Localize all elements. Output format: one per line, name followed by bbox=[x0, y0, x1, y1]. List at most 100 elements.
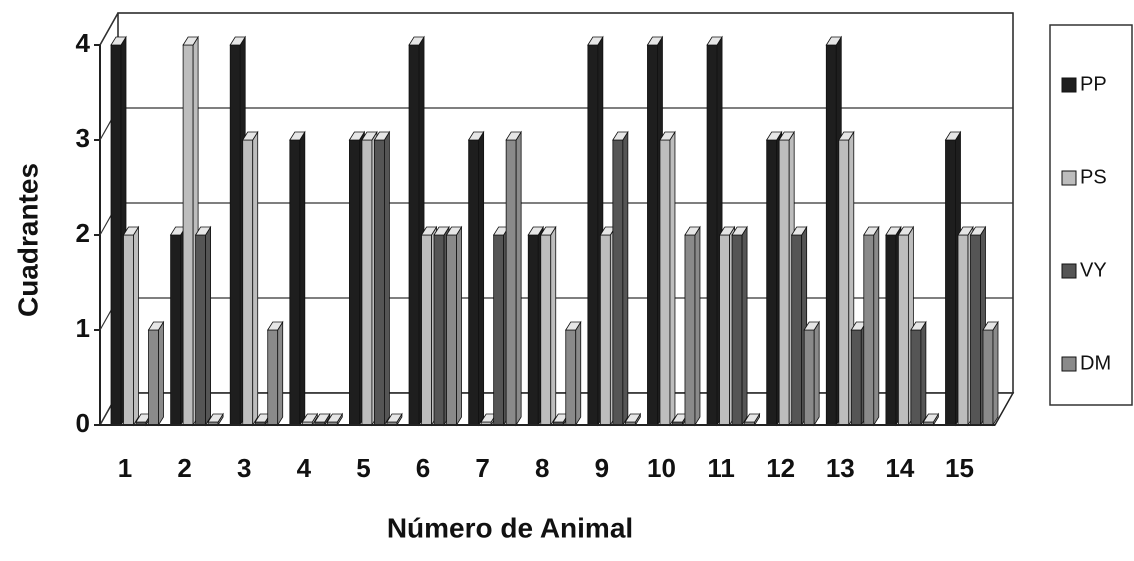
bar bbox=[468, 139, 480, 426]
bar-top bbox=[433, 226, 450, 236]
x-tick-label: 14 bbox=[885, 453, 914, 483]
bar-side bbox=[622, 130, 629, 427]
bar-side bbox=[456, 225, 462, 427]
y-tick-label: 3 bbox=[76, 123, 90, 153]
bar bbox=[863, 234, 875, 426]
bar-side bbox=[873, 225, 880, 427]
bar bbox=[778, 139, 790, 426]
bar-top bbox=[838, 131, 855, 141]
bar-top bbox=[922, 413, 940, 423]
bar bbox=[803, 329, 815, 426]
bar-side bbox=[992, 320, 999, 427]
bar-side bbox=[277, 320, 284, 427]
bar-top bbox=[314, 413, 331, 423]
bar-top bbox=[957, 226, 974, 236]
y-axis-label: Cuadrantes bbox=[12, 163, 43, 317]
bar bbox=[349, 139, 360, 426]
bar bbox=[825, 44, 837, 426]
bar-side bbox=[669, 130, 676, 427]
bar-side bbox=[694, 225, 701, 427]
legend-label: PP bbox=[1080, 73, 1107, 95]
y-tick-label: 1 bbox=[76, 313, 90, 343]
bar bbox=[599, 234, 611, 426]
bar-top bbox=[373, 131, 391, 141]
bar bbox=[850, 329, 862, 426]
x-tick-label: 13 bbox=[826, 453, 855, 483]
bar-top bbox=[361, 131, 378, 141]
bar-top bbox=[505, 131, 522, 141]
bar-top bbox=[659, 131, 676, 141]
x-tick-label: 3 bbox=[237, 453, 251, 483]
bar-top bbox=[467, 131, 485, 141]
bar-top bbox=[326, 413, 344, 423]
bar bbox=[229, 44, 241, 426]
bar-top bbox=[241, 131, 259, 141]
bar-top bbox=[684, 226, 701, 236]
bar-top bbox=[706, 36, 723, 46]
bar bbox=[110, 44, 122, 426]
bar-side bbox=[299, 130, 306, 427]
bar-top bbox=[803, 321, 820, 331]
legend-swatch bbox=[1061, 170, 1077, 186]
bar-top bbox=[825, 36, 843, 46]
bar bbox=[970, 234, 981, 426]
x-tick-label: 8 bbox=[535, 453, 549, 483]
bar-top bbox=[863, 226, 880, 236]
x-tick-label: 9 bbox=[595, 453, 609, 483]
bar-top bbox=[182, 36, 199, 46]
bar bbox=[612, 139, 624, 426]
bar bbox=[289, 139, 301, 426]
bar bbox=[565, 329, 577, 426]
bar-top bbox=[982, 321, 999, 331]
bar bbox=[446, 234, 457, 426]
bar-side bbox=[741, 225, 748, 427]
bar bbox=[885, 234, 897, 426]
bar-top bbox=[540, 226, 557, 236]
bar-top bbox=[229, 36, 246, 46]
bar bbox=[493, 234, 505, 426]
bar bbox=[408, 44, 420, 426]
bar-side bbox=[515, 130, 522, 427]
bar-top bbox=[527, 226, 544, 236]
legend-swatch bbox=[1061, 356, 1077, 372]
bar-side bbox=[920, 320, 927, 427]
x-axis-label: Número de Animal bbox=[387, 512, 633, 543]
bar-top bbox=[301, 413, 319, 423]
legend-label: VY bbox=[1080, 259, 1107, 281]
bar-side bbox=[384, 130, 390, 427]
bar-top bbox=[765, 131, 783, 141]
bar bbox=[195, 234, 207, 426]
bar bbox=[182, 44, 194, 426]
bar-top bbox=[743, 413, 761, 423]
bar-top bbox=[207, 413, 224, 423]
grid-line bbox=[99, 12, 119, 46]
bar-top bbox=[445, 226, 463, 236]
y-tick-label: 0 bbox=[76, 408, 90, 438]
bar bbox=[587, 44, 599, 426]
bar-top bbox=[944, 131, 962, 141]
bar-top bbox=[910, 321, 927, 331]
bar bbox=[242, 139, 254, 426]
bar bbox=[659, 139, 671, 426]
bar bbox=[433, 234, 445, 426]
x-tick-label: 4 bbox=[297, 453, 312, 483]
bar-top bbox=[969, 226, 987, 236]
bar bbox=[945, 139, 956, 426]
bar bbox=[527, 234, 539, 426]
bar-top bbox=[646, 36, 664, 46]
x-tick-label: 7 bbox=[475, 453, 489, 483]
bar bbox=[505, 139, 517, 426]
bar bbox=[123, 234, 134, 426]
bar bbox=[957, 234, 969, 426]
legend-label: DM bbox=[1080, 352, 1111, 374]
bar-top bbox=[718, 226, 736, 236]
bar bbox=[731, 234, 743, 426]
bar-top bbox=[612, 131, 629, 141]
bar-top bbox=[408, 36, 425, 46]
bar-side bbox=[813, 320, 820, 427]
bar bbox=[647, 44, 658, 426]
bar-top bbox=[194, 226, 212, 236]
bar-top bbox=[386, 413, 403, 423]
x-tick-label: 5 bbox=[356, 453, 370, 483]
